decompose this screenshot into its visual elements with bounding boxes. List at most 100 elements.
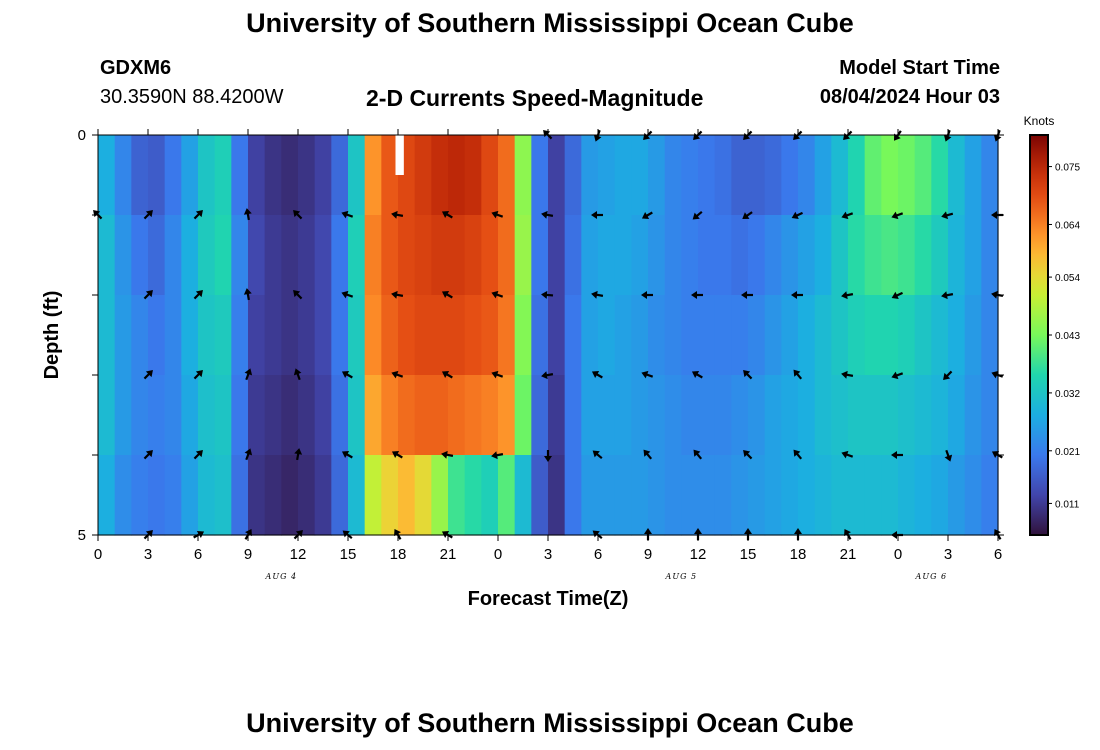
heatmap-cell [714, 135, 732, 216]
heatmap-cell [914, 375, 932, 456]
heatmap-cell [731, 215, 749, 296]
heatmap-cell [448, 215, 466, 296]
heatmap-cell [781, 135, 799, 216]
current-vector-arrow [541, 371, 554, 380]
heatmap-cell [448, 295, 466, 376]
heatmap-cell [931, 295, 949, 376]
heatmap-cell [148, 295, 166, 376]
heatmap-cell [464, 215, 482, 296]
current-vector-arrow [741, 291, 753, 299]
current-vector-arrow [244, 368, 253, 381]
heatmap-cell [498, 135, 516, 216]
heatmap-cell [381, 215, 399, 296]
heatmap-cell [481, 295, 499, 376]
heatmap-cell [731, 295, 749, 376]
current-vector-arrow [441, 450, 454, 459]
current-vector-arrow [293, 530, 303, 540]
heatmap-cell [698, 215, 716, 296]
heatmap-cell [281, 295, 299, 376]
heatmap-cell [814, 375, 832, 456]
heatmap-cell [298, 295, 316, 376]
current-vector-arrow [591, 211, 603, 219]
current-vector-arrow [341, 290, 354, 299]
heatmap-cell [648, 215, 666, 296]
heatmap-cell [864, 215, 882, 296]
heatmap-cell [164, 375, 182, 456]
x-tick-label: 3 [144, 546, 152, 563]
missing-data-gap [395, 135, 404, 175]
current-vector-arrow [944, 449, 953, 462]
heatmap-cell [748, 375, 766, 456]
heatmap-cell [564, 135, 582, 216]
current-vector-arrow [691, 371, 703, 379]
heatmap-cell [648, 375, 666, 456]
heatmap-cell [914, 295, 932, 376]
heatmap-cell [748, 295, 766, 376]
x-tick-label: 21 [440, 546, 457, 563]
x-tick-label: 21 [840, 546, 857, 563]
current-vector-arrow [441, 291, 453, 299]
heatmap-cell [348, 455, 366, 536]
heatmap-cell [981, 375, 999, 456]
heatmap-cell [681, 215, 699, 296]
heatmap-cell [314, 135, 332, 216]
heatmap-cell [281, 455, 299, 536]
heatmap-cell [431, 455, 449, 536]
heatmap-cell [298, 375, 316, 456]
heatmap-cell [764, 375, 782, 456]
heatmap-cell [598, 215, 616, 296]
heatmap-cell [814, 295, 832, 376]
x-tick-label: 6 [194, 546, 202, 563]
heatmap-cell [931, 215, 949, 296]
x-tick-label: 0 [94, 546, 102, 563]
heatmap-cell [914, 215, 932, 296]
heatmap-cell [581, 375, 599, 456]
heatmap-cell [581, 295, 599, 376]
current-vector-arrow [891, 291, 903, 300]
heatmap-cell [231, 455, 249, 536]
heatmap-cell [231, 375, 249, 456]
heatmap-cell [448, 375, 466, 456]
heatmap-cell [631, 135, 649, 216]
heatmap-cell [231, 135, 249, 216]
heatmap-cell [331, 135, 349, 216]
heatmap-cell [264, 295, 282, 376]
current-vector-arrow [342, 530, 353, 540]
heatmap-cell [698, 295, 716, 376]
current-vector-arrow [791, 291, 803, 299]
heatmap-cell [198, 215, 216, 296]
heatmap-cell [898, 135, 916, 216]
current-vector-arrow [244, 448, 253, 461]
current-vector-arrow [591, 290, 604, 299]
heatmap-cell [414, 215, 432, 296]
current-vector-arrow [643, 449, 653, 460]
heatmap-cell [164, 295, 182, 376]
heatmap-cell [548, 375, 566, 456]
heatmap-cell [981, 135, 999, 216]
heatmap-cell [714, 375, 732, 456]
current-vector-arrow [143, 290, 153, 300]
colorbar-tick-label: 0.032 [1055, 389, 1080, 400]
heatmap-cell [831, 135, 849, 216]
heatmap-cell [148, 215, 166, 296]
heatmap-cell [314, 455, 332, 536]
colorbar-label: Knots [1024, 114, 1055, 128]
heatmap-cell [348, 215, 366, 296]
heatmap-cell [981, 295, 999, 376]
heatmap-cell [814, 455, 832, 536]
heatmap-cell [898, 295, 916, 376]
current-vector-arrow [341, 210, 354, 219]
current-vector-arrow [743, 450, 753, 460]
current-vector-arrow [293, 210, 303, 220]
current-vector-arrow [193, 450, 203, 460]
heatmap-cell [848, 375, 866, 456]
heatmap-cell [498, 215, 516, 296]
heatmap-cell [864, 295, 882, 376]
heatmap-cell [348, 375, 366, 456]
heatmap-cell [298, 135, 316, 216]
y-axis-title: Depth (ft) [41, 291, 63, 380]
heatmap-cell [948, 135, 966, 216]
heatmap-cell [231, 295, 249, 376]
heatmap-cell [181, 215, 199, 296]
heatmap-cell [614, 135, 632, 216]
